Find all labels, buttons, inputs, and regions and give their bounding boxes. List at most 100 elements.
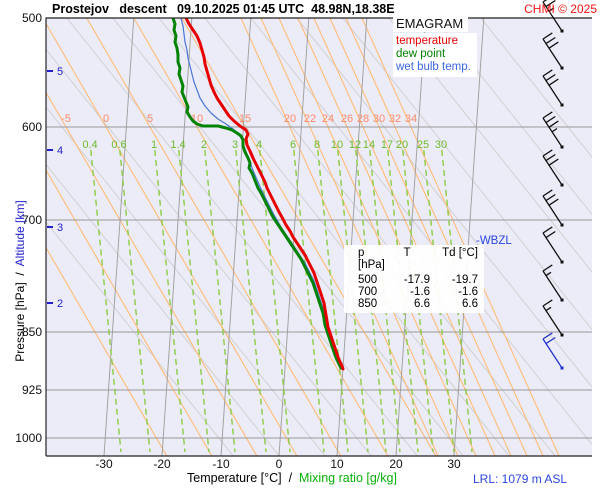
pressure-tick-label: 1000 bbox=[15, 431, 42, 445]
wind-barb bbox=[542, 189, 564, 227]
moist-adiabat-line bbox=[46, 48, 372, 456]
legend-item-dew-point: dew point bbox=[396, 47, 446, 60]
dry-adiabat-label: 32 bbox=[389, 113, 401, 125]
mixing-ratio-label: 8 bbox=[314, 139, 320, 151]
table-row: 500 -17.9 -19.7 bbox=[358, 274, 478, 286]
mixing-ratio-line bbox=[204, 149, 236, 453]
wind-barb bbox=[542, 32, 564, 70]
dry-adiabat-line bbox=[329, 18, 528, 456]
dry-adiabat-line bbox=[240, 18, 439, 456]
wbzl-marker: -WBZL bbox=[476, 235, 512, 247]
lrl-label: LRL: 1079 m ASL bbox=[473, 472, 568, 486]
y-axis-title-pressure: Pressure [hPa] bbox=[13, 282, 27, 362]
sounding-table: p [hPa] T Td [°C] 500 -17.9 -19.7 700 -1… bbox=[344, 245, 484, 313]
mixing-ratio-label: 10 bbox=[331, 139, 343, 151]
plot-background bbox=[46, 18, 592, 456]
mixing-ratio-label: 4 bbox=[256, 139, 262, 151]
altitude-tick-label: 2 bbox=[57, 298, 63, 310]
legend-item-wet-bulb: wet bulb temp. bbox=[396, 60, 471, 73]
isotherm-gridline bbox=[103, 18, 135, 456]
moist-adiabat-line bbox=[434, 18, 592, 216]
wind-barb bbox=[542, 264, 564, 302]
legend-item-temperature: temperature bbox=[396, 35, 459, 47]
mixing-ratio-label: 0.4 bbox=[82, 139, 97, 151]
temperature-tick-label: 10 bbox=[330, 457, 344, 471]
dry-adiabat-line bbox=[46, 169, 213, 456]
dry-adiabat-line bbox=[133, 18, 389, 456]
mixing-ratio-label: 2 bbox=[201, 139, 207, 151]
dry-adiabat-line bbox=[46, 91, 258, 456]
pressure-tick-label: 600 bbox=[22, 120, 42, 134]
wind-barb bbox=[542, 332, 564, 370]
temperature-tick-label: -10 bbox=[212, 457, 230, 471]
moist-adiabat-line bbox=[388, 18, 592, 273]
moist-adiabat-line bbox=[296, 18, 592, 388]
moist-adiabat-line bbox=[342, 18, 592, 331]
moist-adiabat-line bbox=[66, 18, 418, 456]
legend-title: EMAGRAM bbox=[393, 16, 469, 32]
pressure-tick-label: 850 bbox=[22, 325, 42, 339]
dry-adiabat-label: 28 bbox=[357, 113, 369, 125]
dry-adiabat-line bbox=[297, 18, 496, 456]
wind-barb bbox=[542, 226, 564, 264]
mixing-ratio-line bbox=[235, 149, 267, 453]
pressure-tick-label: 700 bbox=[22, 213, 42, 227]
dry-adiabat-label: 0 bbox=[103, 113, 109, 125]
mixing-ratio-line bbox=[293, 149, 325, 453]
dry-adiabat-label: 30 bbox=[373, 113, 385, 125]
x-axis-title-mixing-ratio: Mixing ratio [g/kg] bbox=[298, 471, 397, 485]
mixing-ratio-line bbox=[317, 149, 349, 453]
sounding-table-header: p [hPa] T Td [°C] bbox=[350, 247, 478, 271]
isotherm-gridline bbox=[395, 18, 427, 456]
isotherm-gridline bbox=[220, 18, 252, 456]
dry-adiabat-label: 22 bbox=[304, 113, 316, 125]
mixing-ratio-label: 17 bbox=[381, 139, 393, 151]
mixing-ratio-label: 1.4 bbox=[170, 139, 185, 151]
pressure-tick-label: 925 bbox=[22, 383, 42, 397]
wind-barb bbox=[542, 0, 564, 33]
isotherm-gridline bbox=[336, 18, 368, 456]
moist-adiabat-line bbox=[204, 18, 556, 456]
dry-adiabat-label: 15 bbox=[239, 113, 251, 125]
col-temperature: T bbox=[403, 247, 411, 259]
mixing-ratio-label: 25 bbox=[417, 139, 429, 151]
moist-adiabat-line bbox=[46, 221, 234, 456]
isotherm-gridline bbox=[161, 18, 193, 456]
temperature-tick-label: 0 bbox=[276, 457, 283, 471]
dry-adiabat-line bbox=[361, 18, 560, 456]
moist-adiabat-line bbox=[480, 18, 592, 158]
dry-adiabat-label: 24 bbox=[322, 113, 334, 125]
dry-adiabat-label: 5 bbox=[147, 113, 153, 125]
dry-adiabat-label: 20 bbox=[284, 113, 296, 125]
altitude-tick-label: 5 bbox=[57, 66, 63, 78]
moist-adiabat-line bbox=[158, 18, 510, 456]
wind-barb bbox=[542, 299, 564, 337]
col-dewpoint: Td [°C] bbox=[442, 247, 478, 259]
mixing-ratio-line bbox=[119, 149, 151, 453]
mixing-ratio-label: 30 bbox=[435, 139, 447, 151]
isotherm-gridline bbox=[453, 18, 485, 456]
col-pressure: p [hPa] bbox=[358, 247, 385, 271]
dry-adiabat-line bbox=[313, 18, 512, 456]
y-axis-title: Pressure [hPa] / Altitude [km] bbox=[13, 200, 27, 362]
page-title: Prostejov descent 09.10.2025 01:45 UTC 4… bbox=[52, 2, 395, 16]
dry-adiabat-line bbox=[260, 18, 459, 456]
mixing-ratio-label: 6 bbox=[290, 139, 296, 151]
dry-adiabat-label: -5 bbox=[61, 113, 71, 125]
altitude-tick-label: 3 bbox=[57, 222, 63, 234]
temperature-tick-label: -30 bbox=[95, 457, 113, 471]
dew-point-curve bbox=[171, 18, 343, 370]
mixing-ratio-label: 3 bbox=[232, 139, 238, 151]
dry-adiabat-line bbox=[46, 246, 168, 456]
mixing-ratio-line bbox=[90, 149, 122, 453]
legend: EMAGRAM temperature dew point wet bulb t… bbox=[393, 16, 477, 77]
moist-adiabat-line bbox=[46, 106, 326, 456]
wind-barb bbox=[542, 111, 564, 149]
mixing-ratio-label: 0.6 bbox=[111, 139, 126, 151]
pressure-tick-label: 500 bbox=[22, 11, 42, 25]
y-axis-title-altitude: Altitude [km] bbox=[13, 200, 27, 267]
dry-adiabat-line bbox=[46, 22, 298, 456]
temperature-tick-label: -20 bbox=[153, 457, 171, 471]
